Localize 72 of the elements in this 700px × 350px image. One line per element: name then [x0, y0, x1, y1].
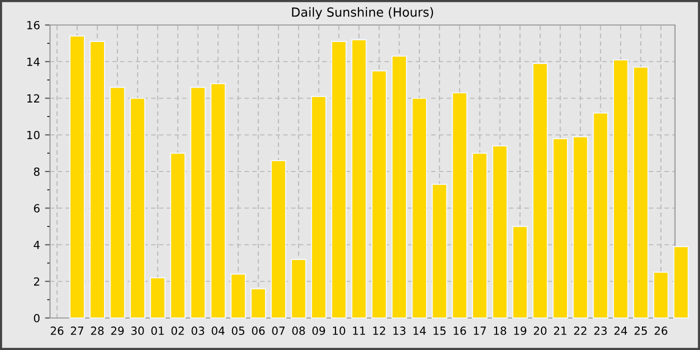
y-tick-label: 8: [34, 167, 40, 176]
bar: [673, 246, 689, 319]
x-tick-label: 19: [514, 326, 526, 335]
x-tick-label: 14: [414, 326, 426, 335]
bar: [69, 35, 85, 319]
x-tick-label: 26: [50, 326, 64, 335]
bar: [351, 39, 367, 319]
bar: [190, 86, 206, 319]
x-tick-label: 22: [574, 326, 586, 335]
y-tick-label: 0: [34, 314, 40, 322]
x-tick-label: 04: [212, 326, 225, 335]
x-tick-label: 30: [131, 326, 144, 335]
x-tick-label: 24: [614, 326, 628, 335]
bar: [492, 145, 508, 319]
bar: [412, 98, 428, 319]
bar: [612, 59, 628, 319]
y-tick-label: 6: [34, 204, 40, 213]
x-tick-label: 03: [192, 326, 204, 335]
x-tick-label: 27: [70, 326, 84, 335]
x-tick-label: 26: [654, 326, 668, 335]
bar: [472, 152, 488, 319]
bar: [371, 70, 387, 319]
bar: [150, 277, 166, 319]
bar: [290, 258, 306, 319]
bar: [110, 86, 126, 319]
bar: [170, 152, 186, 319]
x-tick-label: 23: [594, 326, 607, 335]
bar: [230, 273, 246, 319]
bar: [452, 92, 468, 319]
bar: [632, 66, 649, 319]
bar: [210, 83, 226, 319]
bar: [310, 96, 327, 319]
x-tick-label: 10: [333, 326, 346, 335]
bar: [653, 272, 669, 319]
x-tick-label: 05: [232, 326, 244, 335]
bar: [90, 40, 106, 319]
x-tick-label: 15: [434, 326, 446, 335]
x-tick-label: 21: [554, 326, 566, 335]
bar: [391, 56, 408, 319]
bar: [532, 62, 548, 319]
x-tick-label: 25: [634, 326, 647, 335]
y-tick-label: 14: [27, 58, 40, 66]
bar: [270, 160, 286, 319]
x-tick-label: 20: [534, 326, 546, 335]
x-tick-label: 17: [474, 326, 486, 335]
y-tick-label: 12: [27, 94, 40, 102]
x-tick-label: 02: [171, 326, 184, 335]
x-tick-label: 11: [353, 326, 366, 335]
x-tick-label: 13: [393, 326, 406, 335]
x-tick-label: 09: [312, 326, 326, 335]
bar: [130, 98, 146, 319]
bar: [250, 288, 266, 319]
bar: [552, 138, 568, 319]
x-tick-label: 18: [494, 326, 506, 335]
chart-title: Daily Sunshine (Hours): [292, 7, 434, 20]
x-tick-label: 01: [151, 326, 164, 335]
x-tick-label: 12: [373, 326, 386, 335]
y-tick-label: 10: [27, 130, 40, 140]
y-tick-label: 16: [27, 20, 40, 30]
y-tick-label: 2: [34, 277, 40, 286]
bar: [592, 112, 608, 319]
x-tick-label: 28: [91, 326, 104, 335]
x-tick-label: 07: [272, 326, 285, 335]
x-tick-label: 29: [111, 326, 124, 335]
x-tick-label: 08: [292, 326, 305, 335]
x-tick-label: 16: [454, 326, 466, 335]
bar: [432, 184, 448, 319]
y-tick-label: 4: [34, 240, 40, 249]
x-tick-label: 06: [252, 326, 265, 335]
bar: [572, 136, 588, 319]
bar: [512, 226, 528, 319]
bar: [331, 40, 347, 319]
